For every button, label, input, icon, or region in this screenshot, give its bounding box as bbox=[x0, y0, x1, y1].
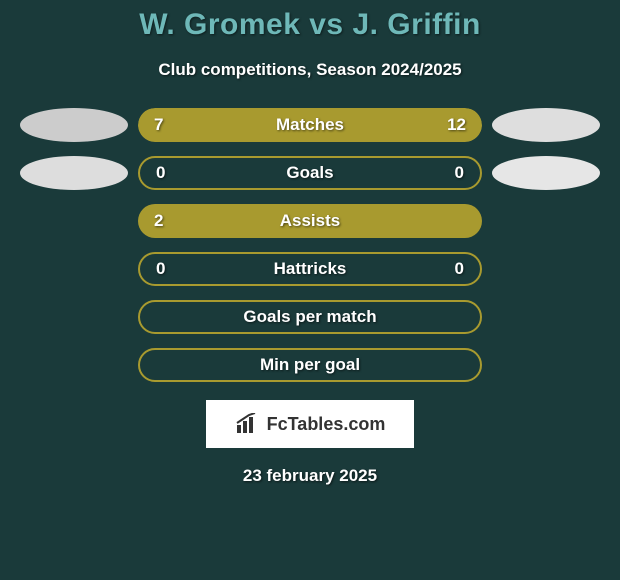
stat-row-matches: 7 Matches 12 bbox=[0, 108, 620, 142]
stat-label: Goals per match bbox=[140, 307, 480, 327]
left-value: 2 bbox=[154, 211, 163, 231]
spacer bbox=[492, 300, 600, 334]
spacer bbox=[20, 204, 128, 238]
spacer bbox=[20, 348, 128, 382]
left-value: 0 bbox=[156, 259, 165, 279]
left-value: 7 bbox=[154, 115, 163, 135]
stat-bar-goals: 0 Goals 0 bbox=[138, 156, 482, 190]
player-left-oval bbox=[20, 108, 128, 142]
spacer bbox=[20, 252, 128, 286]
stat-row-hattricks: 0 Hattricks 0 bbox=[0, 252, 620, 286]
right-value: 12 bbox=[447, 115, 466, 135]
stat-row-assists: 2 Assists bbox=[0, 204, 620, 238]
stat-bar-matches: 7 Matches 12 bbox=[138, 108, 482, 142]
stats-rows: 7 Matches 12 0 Goals 0 2 Assists bbox=[0, 108, 620, 382]
stat-label: Hattricks bbox=[140, 259, 480, 279]
spacer bbox=[492, 252, 600, 286]
spacer bbox=[492, 348, 600, 382]
stat-bar-hattricks: 0 Hattricks 0 bbox=[138, 252, 482, 286]
stat-label: Assists bbox=[138, 211, 482, 231]
player-right-oval bbox=[492, 156, 600, 190]
comparison-card: W. Gromek vs J. Griffin Club competition… bbox=[0, 0, 620, 486]
page-title: W. Gromek vs J. Griffin bbox=[0, 8, 620, 42]
stat-bar-assists: 2 Assists bbox=[138, 204, 482, 238]
left-value: 0 bbox=[156, 163, 165, 183]
stat-bar-mpg: Min per goal bbox=[138, 348, 482, 382]
date-label: 23 february 2025 bbox=[0, 466, 620, 486]
right-value: 0 bbox=[455, 259, 464, 279]
stat-row-mpg: Min per goal bbox=[0, 348, 620, 382]
badge-text: FcTables.com bbox=[267, 414, 386, 435]
stat-row-goals: 0 Goals 0 bbox=[0, 156, 620, 190]
subtitle: Club competitions, Season 2024/2025 bbox=[0, 60, 620, 80]
player-left-oval bbox=[20, 156, 128, 190]
stat-bar-gpm: Goals per match bbox=[138, 300, 482, 334]
player-right-oval bbox=[492, 108, 600, 142]
stat-label: Goals bbox=[140, 163, 480, 183]
chart-icon bbox=[235, 413, 261, 435]
stat-row-gpm: Goals per match bbox=[0, 300, 620, 334]
spacer bbox=[492, 204, 600, 238]
site-badge: FcTables.com bbox=[206, 400, 414, 448]
right-value: 0 bbox=[455, 163, 464, 183]
stat-label: Min per goal bbox=[140, 355, 480, 375]
spacer bbox=[20, 300, 128, 334]
